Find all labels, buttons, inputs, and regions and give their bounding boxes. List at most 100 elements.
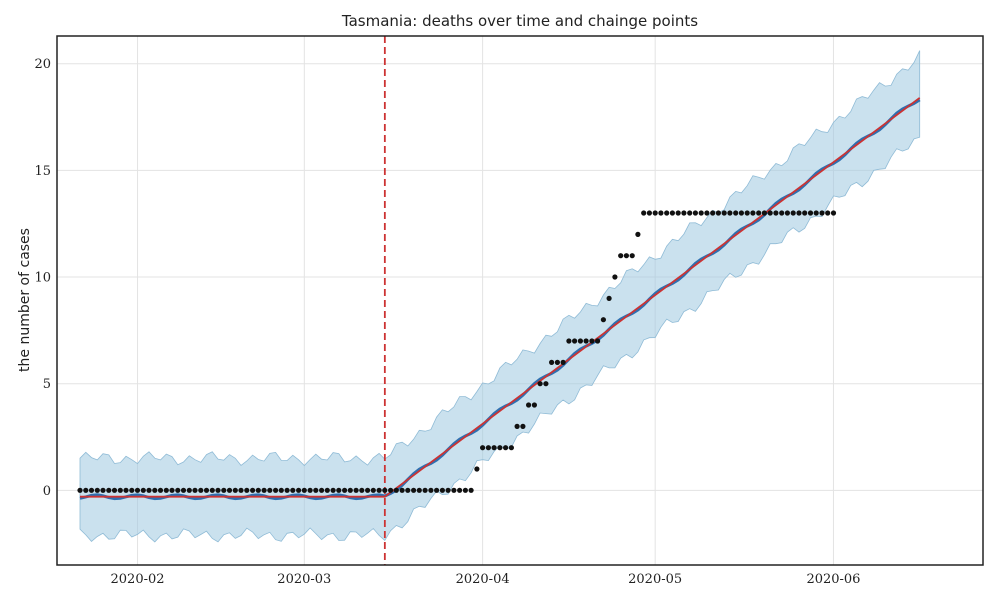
x-tick-label: 2020-03 <box>277 572 331 587</box>
observed-point <box>623 253 630 259</box>
y-tick-label: 0 <box>43 484 51 499</box>
observed-point <box>388 487 394 493</box>
observed-point <box>215 487 221 493</box>
observed-point <box>790 210 796 216</box>
observed-point <box>710 210 716 216</box>
observed-point <box>652 210 658 216</box>
observed-point <box>117 487 123 493</box>
observed-point <box>192 487 198 493</box>
observed-point <box>209 487 215 493</box>
observed-point <box>284 487 290 493</box>
observed-point <box>157 487 164 493</box>
x-tick-label: 2020-06 <box>806 572 860 587</box>
x-tick-label: 2020-02 <box>111 572 165 587</box>
observed-point <box>439 487 445 493</box>
observed-point <box>744 210 750 216</box>
uncertainty-band <box>79 50 921 543</box>
observed-point <box>347 487 353 493</box>
observed-point <box>457 487 463 493</box>
observed-point <box>88 487 95 493</box>
y-axis-label: the number of cases <box>17 228 33 372</box>
observed-point <box>146 487 152 493</box>
observed-points <box>77 210 837 493</box>
y-tick-label: 20 <box>34 57 51 72</box>
observed-point <box>761 210 768 216</box>
observed-point <box>221 487 227 493</box>
observed-point <box>807 210 814 216</box>
observed-point <box>583 338 589 344</box>
observed-point <box>77 487 83 493</box>
observed-point <box>301 487 307 493</box>
trend-lines <box>79 97 921 501</box>
observed-point <box>393 487 399 493</box>
observed-point <box>255 487 261 493</box>
observed-point <box>514 423 520 429</box>
observed-point <box>445 487 451 493</box>
observed-point <box>531 402 538 408</box>
observed-point <box>411 487 417 493</box>
observed-point <box>336 487 342 493</box>
observed-point <box>606 295 612 301</box>
observed-point <box>796 210 802 216</box>
observed-point <box>198 487 204 493</box>
observed-point <box>698 210 704 216</box>
observed-point <box>152 487 158 493</box>
observed-point <box>675 210 681 216</box>
observed-point <box>566 338 572 344</box>
y-tick-label: 10 <box>34 271 51 286</box>
observed-point <box>554 359 561 365</box>
observed-point <box>802 210 808 216</box>
observed-point <box>422 487 428 493</box>
observed-point <box>100 487 106 493</box>
observed-point <box>94 487 100 493</box>
observed-point <box>106 487 112 493</box>
observed-point <box>290 487 296 493</box>
observed-point <box>704 210 710 216</box>
observed-point <box>537 381 543 387</box>
observed-point <box>468 487 474 493</box>
x-tick-label: 2020-05 <box>628 572 682 587</box>
observed-point <box>664 210 670 216</box>
observed-point <box>273 487 279 493</box>
observed-point <box>232 487 238 493</box>
observed-point <box>692 210 699 216</box>
observed-point <box>756 210 762 216</box>
observed-point <box>123 487 129 493</box>
observed-point <box>687 210 693 216</box>
observed-point <box>203 487 210 493</box>
observed-point <box>589 338 595 344</box>
observed-point <box>163 487 169 493</box>
observed-point <box>111 487 118 493</box>
uncertainty-band-area <box>79 50 921 543</box>
chart-title: Tasmania: deaths over time and chainge p… <box>341 12 698 30</box>
observed-point <box>721 210 727 216</box>
observed-point <box>612 274 618 280</box>
observed-point <box>382 487 388 493</box>
observed-point <box>830 210 837 216</box>
observed-point <box>646 210 653 216</box>
observed-point <box>497 445 503 451</box>
observed-point <box>520 423 526 429</box>
observed-point <box>635 231 641 237</box>
observed-point <box>767 210 773 216</box>
observed-point <box>186 487 192 493</box>
observed-point <box>319 487 325 493</box>
observed-point <box>324 487 330 493</box>
observed-point <box>750 210 756 216</box>
observed-point <box>549 359 555 365</box>
observed-point <box>738 210 745 216</box>
observed-point <box>669 210 676 216</box>
observed-point <box>359 487 365 493</box>
y-tick-label: 15 <box>34 164 51 179</box>
observed-point <box>296 487 302 493</box>
observed-point <box>244 487 250 493</box>
observed-point <box>727 210 733 216</box>
observed-point <box>480 445 486 451</box>
observed-point <box>658 210 664 216</box>
observed-point <box>134 487 141 493</box>
observed-point <box>526 402 532 408</box>
x-tick-label: 2020-04 <box>456 572 510 587</box>
grid-lines <box>57 36 983 565</box>
